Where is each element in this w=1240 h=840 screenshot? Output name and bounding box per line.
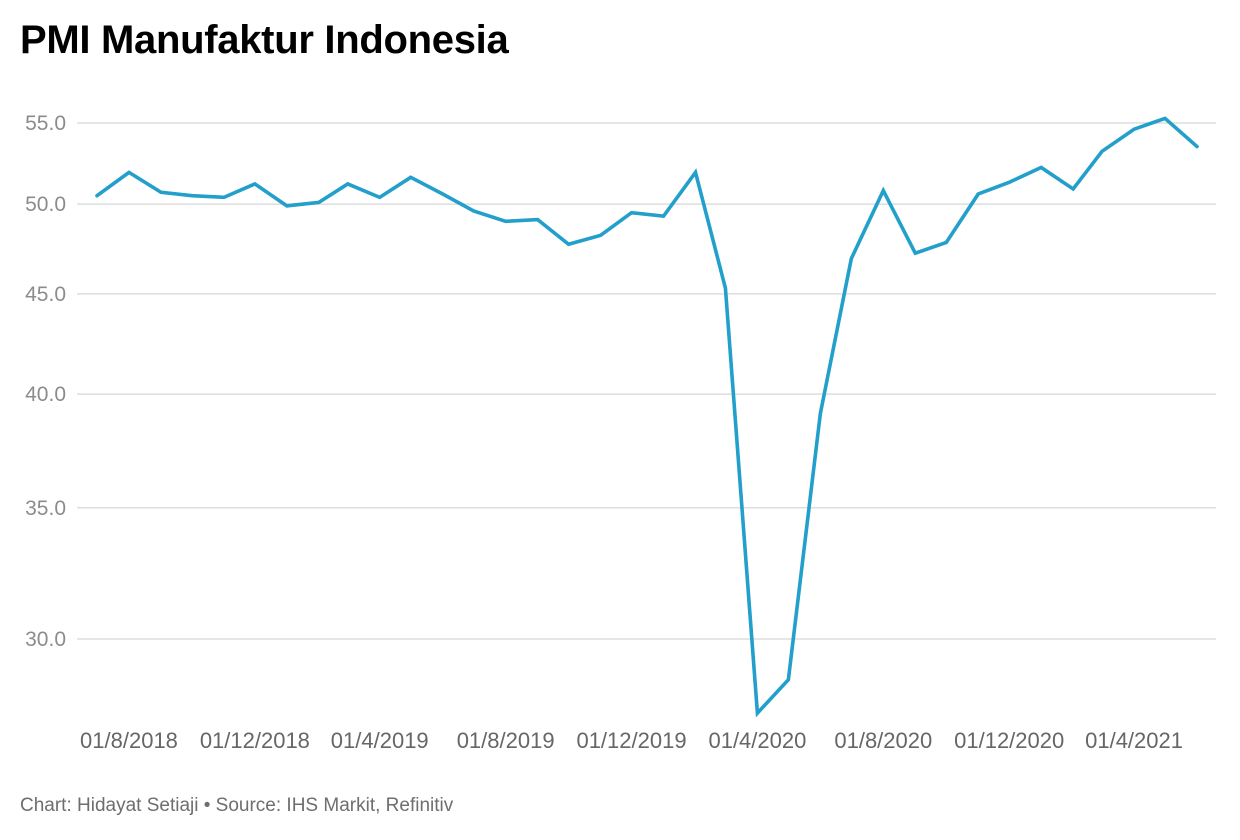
chart-source-note: Chart: Hidayat Setiaji • Source: IHS Mar… — [20, 795, 454, 816]
pmi-series-line — [95, 116, 1199, 718]
series-layer — [95, 116, 1199, 718]
y-tick-label: 50.0 — [25, 193, 66, 216]
y-tick-label: 40.0 — [25, 383, 66, 406]
x-tick-label: 01/4/2019 — [331, 728, 429, 753]
gridlines — [77, 122, 1216, 640]
x-tick-label: 01/12/2018 — [200, 728, 310, 753]
y-tick-label: 55.0 — [25, 112, 66, 135]
line-chart: 55.0 50.0 45.0 40.0 35.0 30.0 01/8/2018 01/12/… — [25, 112, 1216, 753]
x-tick-label: 01/8/2018 — [80, 728, 178, 753]
x-tick-label: 01/8/2019 — [457, 728, 555, 753]
x-tick-label: 01/4/2021 — [1085, 728, 1183, 753]
y-tick-label: 45.0 — [25, 283, 66, 306]
x-tick-label: 01/12/2020 — [954, 728, 1064, 753]
x-axis-tick-labels: 01/8/2018 01/12/2018 01/4/2019 01/8/2019 01/… — [80, 728, 1183, 753]
y-tick-label: 30.0 — [25, 628, 66, 651]
chart-title: PMI Manufaktur Indonesia — [20, 18, 509, 62]
x-tick-label: 01/4/2020 — [708, 728, 806, 753]
y-tick-label: 35.0 — [25, 497, 66, 520]
x-tick-label: 01/8/2020 — [834, 728, 932, 753]
y-axis-tick-labels: 55.0 50.0 45.0 40.0 35.0 30.0 — [25, 112, 66, 651]
x-tick-label: 01/12/2019 — [576, 728, 686, 753]
